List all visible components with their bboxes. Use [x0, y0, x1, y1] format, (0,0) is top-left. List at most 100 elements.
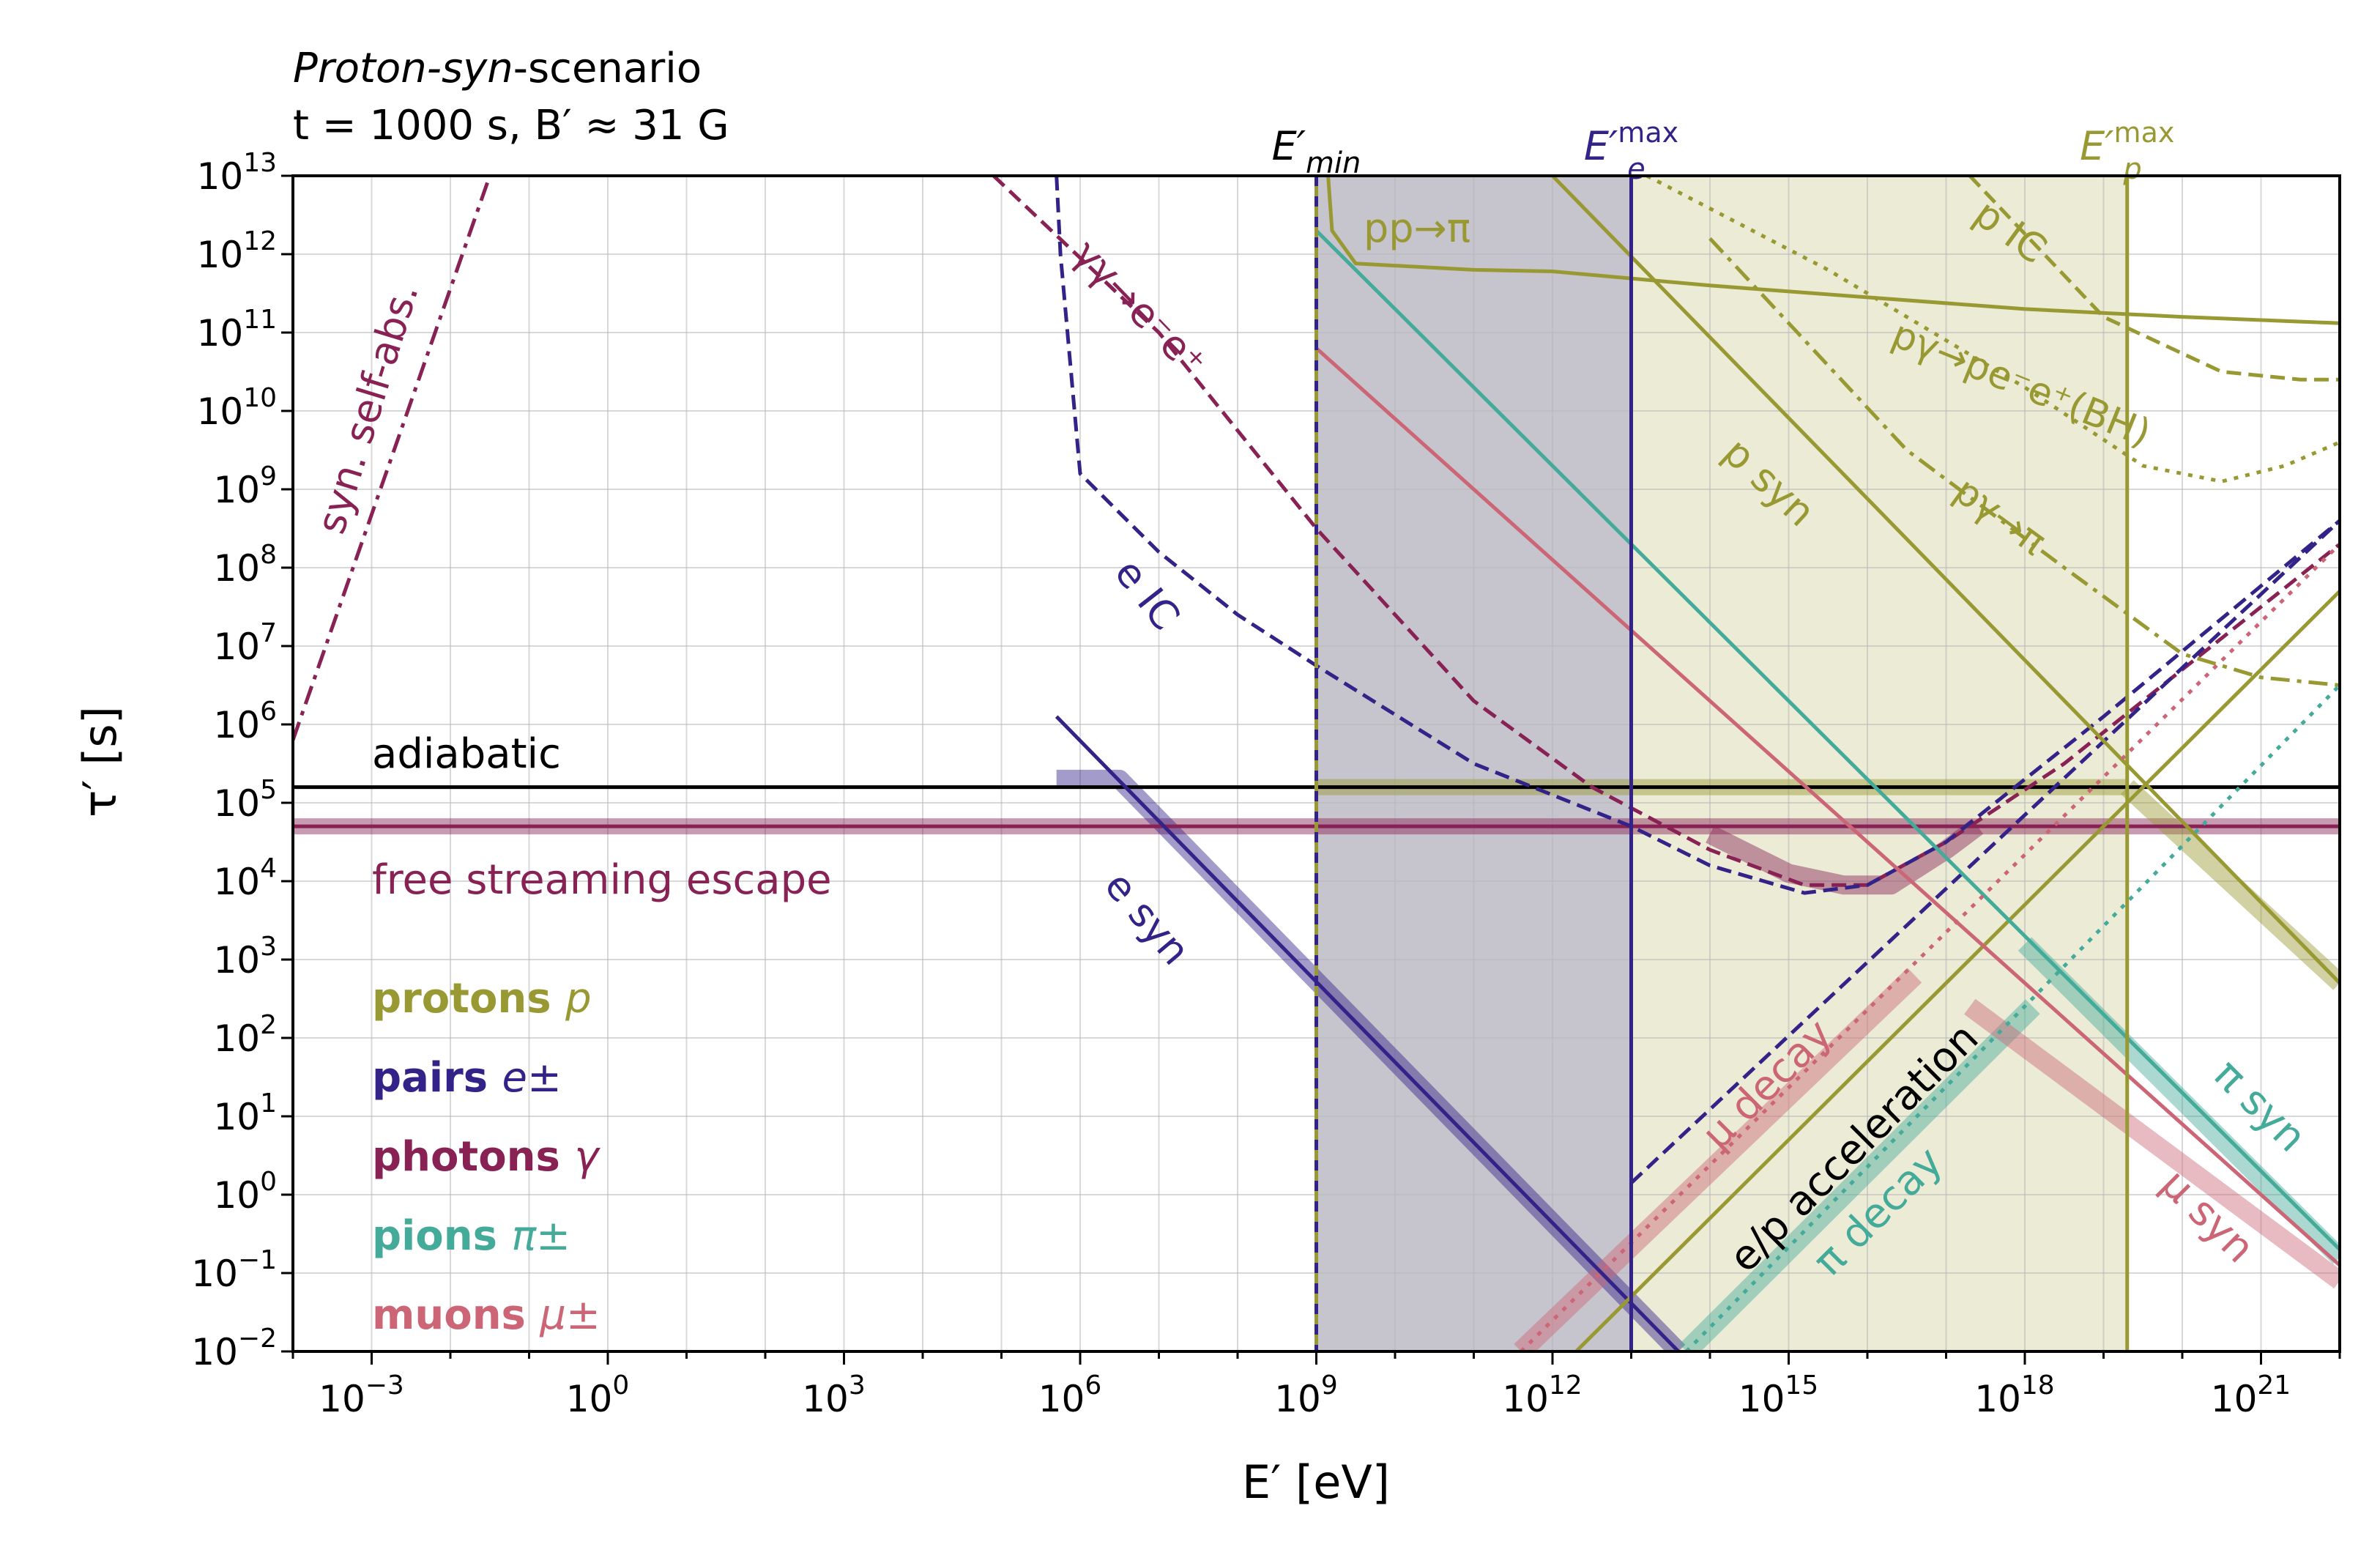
y-tick-exp: 2 — [260, 1010, 277, 1040]
y-tick-exp: 1 — [260, 1088, 277, 1118]
y-tick-label-12: 1012 — [197, 226, 277, 276]
legend-entry-name: pions — [372, 1212, 511, 1260]
x-tick-label-6: 106 — [1038, 1370, 1102, 1420]
legend-entry-name: protons — [372, 975, 565, 1023]
y-tick-base: 10 — [213, 861, 260, 903]
y-tick-exp: 3 — [260, 932, 277, 962]
y-tick-exp: 8 — [260, 540, 277, 570]
series-pg-bh — [1645, 176, 2340, 483]
annotation-e-syn: e syn — [1096, 863, 1199, 973]
y-tick-label--2: 10−2 — [191, 1324, 277, 1373]
y-tick-label-8: 108 — [213, 540, 277, 590]
x-tick-base: 10 — [1274, 1378, 1321, 1420]
header-line-1-b: syn — [442, 45, 513, 92]
x-tick-exp: 3 — [849, 1370, 866, 1401]
y-tick-label-0: 100 — [213, 1167, 277, 1217]
y-tick-exp: 0 — [260, 1167, 277, 1197]
y-tick-base: 10 — [191, 1253, 238, 1295]
x-tick-base: 10 — [319, 1378, 365, 1420]
y-tick-base: 10 — [191, 1331, 238, 1373]
x-tick-base: 10 — [1974, 1378, 2021, 1420]
y-tick-base: 10 — [197, 155, 244, 198]
series-mu-syn — [1314, 346, 2340, 1267]
x-tick-exp: 0 — [612, 1370, 629, 1401]
legend-entry-photons: photons γ — [372, 1133, 600, 1181]
y-tick-label-1: 101 — [213, 1088, 277, 1138]
y-tick-base: 10 — [197, 312, 244, 355]
y-tick-exp: 6 — [260, 697, 277, 727]
y-tick-base: 10 — [213, 782, 260, 825]
x-tick-base: 10 — [802, 1378, 849, 1420]
x-tick-label-18: 1018 — [1974, 1370, 2054, 1420]
legend-entry-pions: pions π± — [372, 1212, 570, 1260]
y-tick-exp: 12 — [243, 226, 277, 256]
y-tick-label-2: 102 — [213, 1010, 277, 1060]
y-tick-exp: 4 — [260, 853, 277, 883]
series-pi-decay — [1685, 683, 2340, 1351]
header-line-2: t = 1000 s, B′ ≈ 31 G — [293, 102, 729, 149]
y-tick-exp: 5 — [260, 775, 277, 805]
legend-entry-name: photons — [372, 1133, 574, 1181]
y-tick-exp: 11 — [243, 305, 277, 335]
x-tick-label-9: 109 — [1274, 1370, 1338, 1420]
x-tick-exp: 12 — [1549, 1370, 1583, 1401]
x-tick-exp: 18 — [2021, 1370, 2055, 1401]
annotation-e-ic: e IC — [1106, 550, 1189, 639]
vline-label-sup: max — [2114, 116, 2175, 149]
series-mu-decay-band — [1514, 968, 1922, 1351]
y-tick-label-9: 109 — [213, 461, 277, 511]
x-tick-base: 10 — [566, 1378, 613, 1420]
y-tick-exp: 9 — [260, 461, 277, 491]
annotation-free-streaming: free streaming escape — [372, 856, 832, 904]
annotation-adiabatic: adiabatic — [372, 730, 561, 778]
series-p-syn — [1551, 176, 2340, 984]
series-pg-pi — [1708, 237, 2340, 687]
series-pi-syn — [1314, 229, 2340, 1251]
x-tick-exp: 21 — [2257, 1370, 2291, 1401]
series-ssa — [293, 176, 492, 741]
series-e-ic — [1055, 176, 2340, 895]
y-tick-base: 10 — [197, 234, 244, 276]
legend-entry-symbol: p — [565, 975, 592, 1023]
x-tick-label-21: 1021 — [2211, 1370, 2291, 1420]
legend-entry-pairs: pairs e± — [372, 1054, 562, 1102]
vline-label-emax_e: E′max e — [1584, 116, 1678, 186]
y-tick-label-10: 1010 — [197, 383, 277, 433]
x-tick-base: 10 — [1038, 1378, 1085, 1420]
vline-label-main: E′ — [1272, 123, 1306, 169]
vline-label-main: E′ — [2080, 123, 2113, 169]
y-tick-base: 10 — [213, 1174, 260, 1217]
vline-label-emin: E′min — [1272, 123, 1361, 180]
series-mu-decay — [1520, 543, 2340, 1351]
y-tick-label-7: 107 — [213, 618, 277, 668]
y-tick-exp: 10 — [243, 383, 277, 413]
y-tick-exp: 13 — [243, 148, 277, 178]
y-tick-exp: −1 — [238, 1245, 277, 1275]
legend-entry-name: pairs — [372, 1054, 502, 1102]
vline-label-sup: max — [1618, 116, 1678, 149]
series-pi-syn-band — [2018, 937, 2340, 1264]
x-tick-base: 10 — [2211, 1378, 2258, 1420]
shaded-region-1 — [1631, 176, 2127, 1351]
series-e-acc — [1629, 519, 2340, 1184]
series-gg-ee — [992, 176, 2340, 887]
x-axis-label: E′ [eV] — [1242, 1455, 1390, 1509]
vertical-markers: E′min E′max e E′max p — [1272, 116, 2175, 1351]
header-line-1-c: -scenario — [513, 45, 702, 92]
x-tick-label-3: 103 — [802, 1370, 866, 1420]
vline-label-main: E′ — [1584, 123, 1618, 169]
annotation-pp-pi: pp→π — [1364, 205, 1470, 251]
y-tick-label-6: 106 — [213, 697, 277, 746]
y-tick-base: 10 — [213, 939, 260, 982]
vline-label-sub: p — [2122, 152, 2141, 186]
y-tick-base: 10 — [213, 1017, 260, 1060]
x-tick-exp: 9 — [1321, 1370, 1338, 1401]
legend-entry-muons: muons μ± — [372, 1291, 600, 1339]
y-axis-label: τ′ [s] — [73, 706, 127, 817]
vline-label-sub: e — [1627, 152, 1645, 186]
axes — [281, 174, 2341, 1365]
x-tick-base: 10 — [1502, 1378, 1549, 1420]
y-tick-base: 10 — [213, 626, 260, 668]
legend-entry-symbol: π± — [511, 1212, 570, 1260]
y-tick-exp: 7 — [260, 618, 277, 648]
